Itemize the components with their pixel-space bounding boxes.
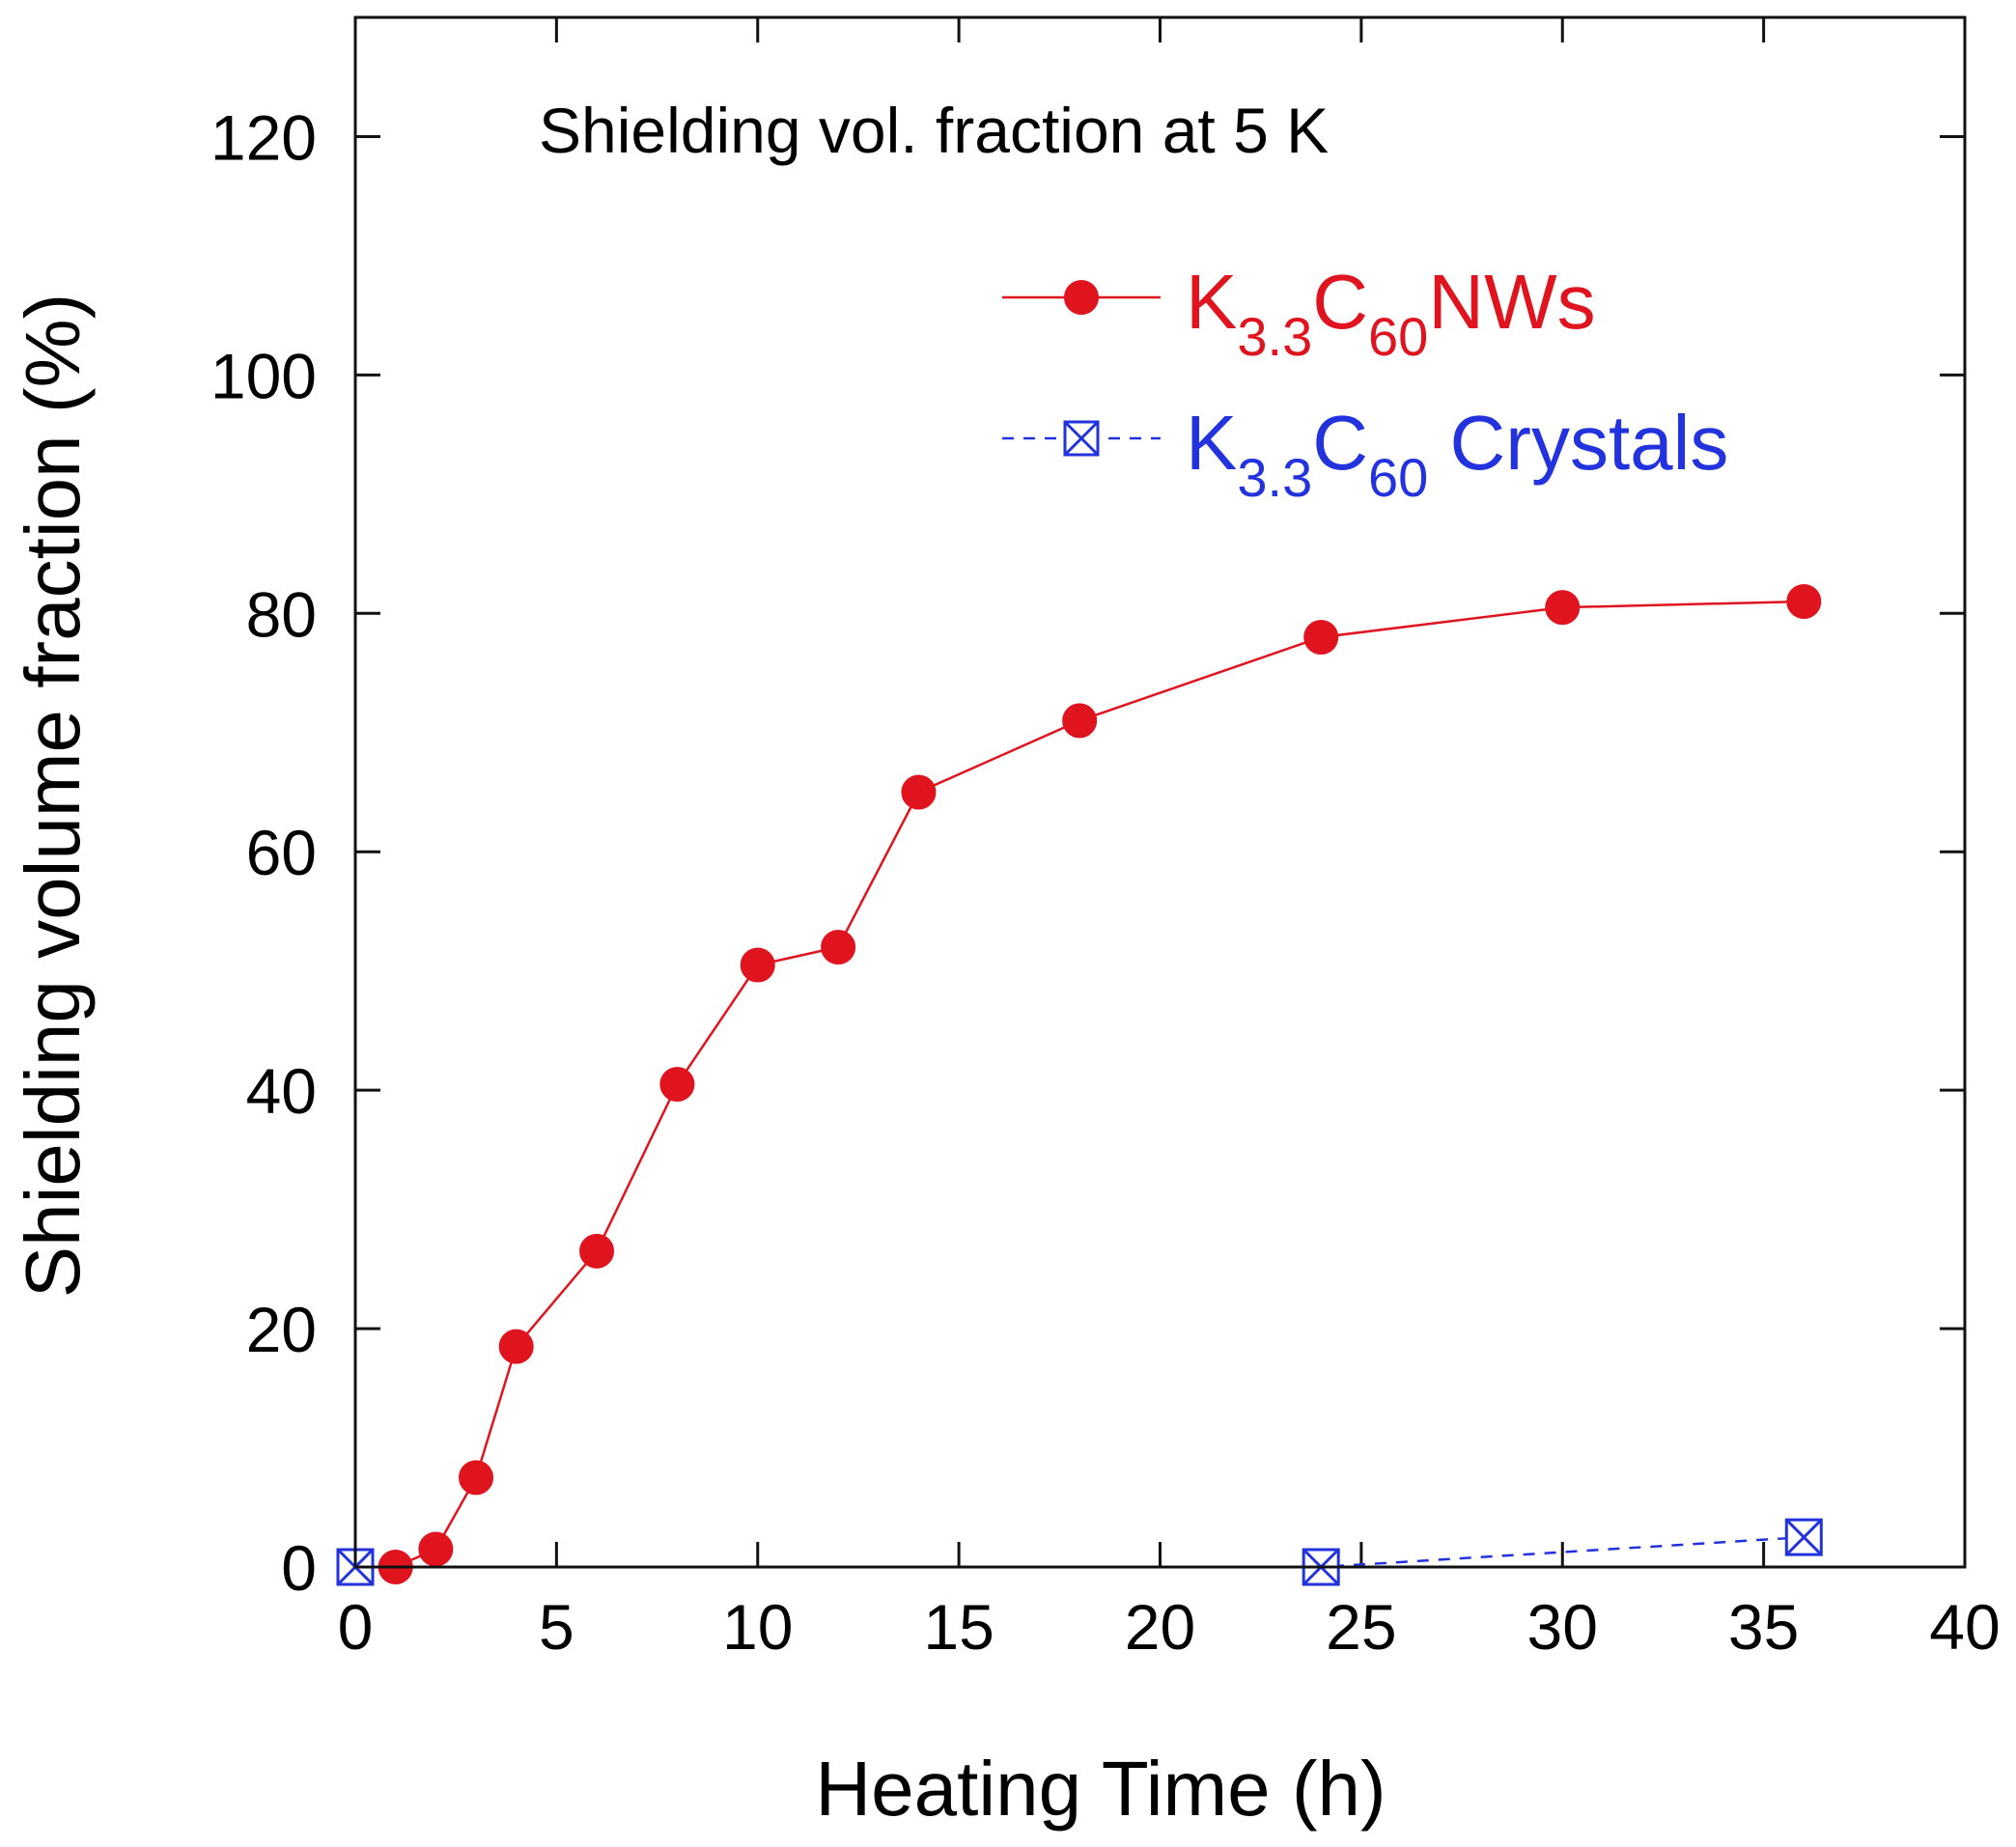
- data-point: [1062, 703, 1098, 739]
- data-point: [418, 1531, 454, 1567]
- legend-label-part: C: [1312, 259, 1368, 345]
- data-point: [1063, 420, 1100, 457]
- plot-frame: [353, 15, 1967, 1569]
- data-point: [1545, 590, 1581, 626]
- data-point: [740, 947, 775, 983]
- x-tick-label: 30: [1527, 1591, 1598, 1663]
- legend: K3.3​C60​NWs K3.3​C60​ Crystals: [1002, 259, 1728, 508]
- x-tick-label: 15: [923, 1591, 994, 1663]
- series-K3.3C60NWs: [378, 583, 1822, 1584]
- data-point: [1064, 280, 1099, 315]
- x-tick-label: 25: [1326, 1591, 1396, 1663]
- data-point: [498, 1329, 534, 1364]
- y-axis-label: Shielding volume fraction (%): [10, 294, 96, 1298]
- legend-label-part: 3.3: [1237, 306, 1312, 367]
- data-point: [901, 774, 937, 810]
- data-point: [1784, 1518, 1823, 1556]
- data-point: [1303, 620, 1339, 655]
- y-tick-label: 40: [246, 1055, 317, 1127]
- data-point: [459, 1460, 494, 1496]
- y-tick-label: 100: [210, 340, 317, 411]
- data-point-cross: [1785, 1519, 1823, 1556]
- y-tick-label: 120: [210, 101, 317, 173]
- x-tick-label: 10: [722, 1591, 793, 1663]
- legend-label-part: 60: [1368, 306, 1428, 367]
- legend-label-part: 3.3: [1237, 447, 1312, 508]
- y-tick-label: 20: [246, 1294, 317, 1365]
- x-axis-label: Heating Time (h): [815, 1746, 1386, 1832]
- data-point-cross: [1063, 420, 1100, 457]
- legend-label-part: C: [1312, 400, 1368, 486]
- x-tick-label: 5: [539, 1591, 574, 1663]
- x-tick-label: 40: [1929, 1591, 2000, 1663]
- x-tick-label: 0: [338, 1591, 374, 1663]
- legend-label: K3.3​C60​NWs: [1186, 259, 1596, 367]
- data-point: [1786, 583, 1822, 619]
- x-tick-label: 35: [1728, 1591, 1799, 1663]
- x-tick-label: 20: [1125, 1591, 1195, 1663]
- legend-label: K3.3​C60​ Crystals: [1186, 400, 1728, 508]
- legend-label-part: K: [1186, 259, 1237, 345]
- y-tick-label: 60: [246, 817, 317, 888]
- data-point: [659, 1066, 695, 1102]
- axis-ticks: 0 5 10 15 20 25 30 35 40 0 20 40 60 80 100 120: [210, 17, 2001, 1663]
- chart-title: Shielding vol. fraction at 5 K: [539, 95, 1329, 166]
- legend-entry: K3.3​C60​NWs: [1002, 259, 1596, 367]
- legend-label-part: 60: [1368, 447, 1428, 508]
- legend-label-part: Crystals: [1428, 400, 1728, 486]
- data-point: [821, 930, 856, 965]
- legend-label-part: NWs: [1428, 259, 1595, 345]
- data-point: [579, 1233, 615, 1269]
- y-tick-label: 80: [246, 578, 317, 650]
- legend-entry: K3.3​C60​ Crystals: [1002, 400, 1728, 508]
- legend-label-part: K: [1186, 400, 1237, 486]
- y-tick-label: 0: [281, 1532, 317, 1604]
